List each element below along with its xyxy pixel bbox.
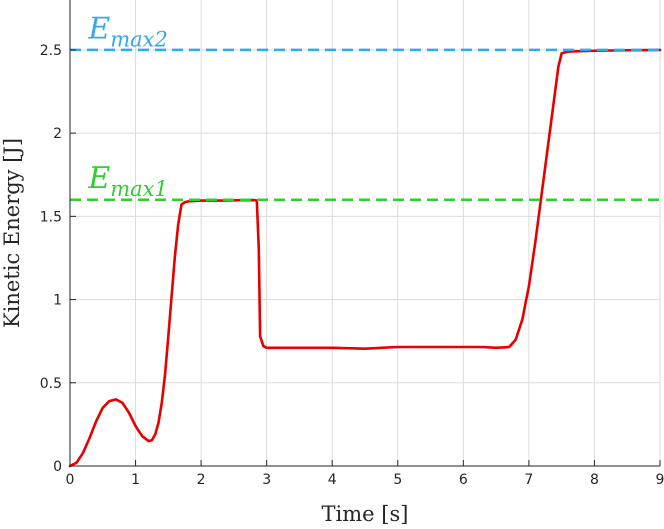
annotations: Emax2 Emax1: [87, 11, 168, 201]
y-tick-label: 2: [53, 126, 62, 142]
x-tick-label: 0: [66, 472, 75, 488]
axes: [69, 0, 660, 467]
x-tick-label: 6: [459, 472, 468, 488]
y-tick-label: 2.5: [40, 43, 62, 59]
x-tick-label: 8: [590, 472, 599, 488]
y-tick-label: 1.5: [40, 209, 62, 225]
x-tick-label: 5: [393, 472, 402, 488]
x-tick-label: 9: [656, 472, 664, 488]
x-tick-label: 2: [197, 472, 206, 488]
series-line-kinetic-energy: [68, 48, 662, 468]
x-tick-label: 3: [262, 472, 271, 488]
plot-area: [70, 0, 660, 466]
y-tick-label: 0: [53, 459, 62, 475]
ticks: 0 1 2 3 4 5 6 7 8 9 0 0.5 1 1.5 2 2.5: [40, 43, 664, 488]
y-tick-label: 1: [53, 293, 62, 309]
x-tick-label: 1: [131, 472, 140, 488]
y-tick-label: 0.5: [40, 376, 62, 392]
annotation-emax1: Emax1: [87, 161, 168, 201]
x-tick-label: 4: [328, 472, 337, 488]
series-group: [68, 48, 662, 468]
annotation-emax2: Emax2: [87, 11, 168, 51]
x-tick-label: 7: [524, 472, 533, 488]
y-axis-title: Kinetic Energy [J]: [0, 138, 24, 328]
x-axis-title: Time [s]: [322, 502, 409, 526]
